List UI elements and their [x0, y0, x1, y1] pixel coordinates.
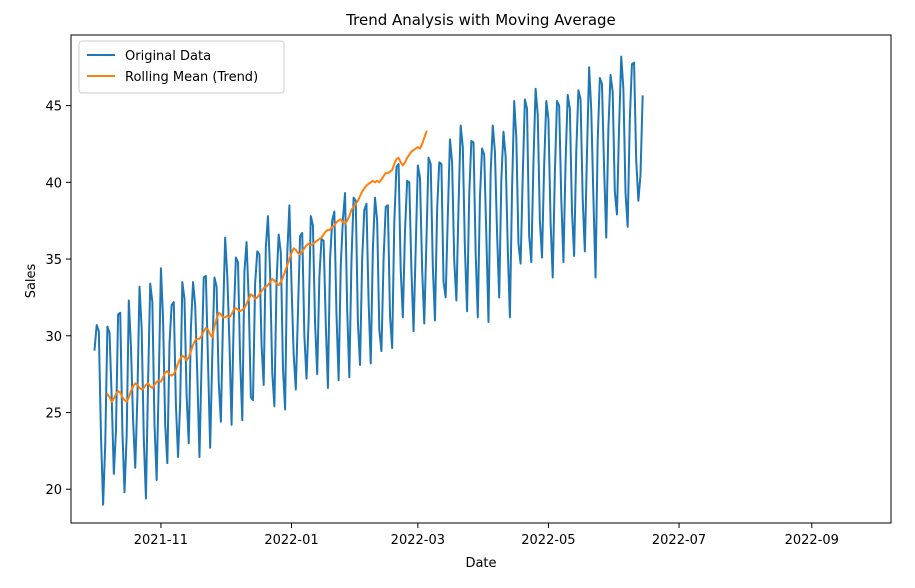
legend: Original Data Rolling Mean (Trend)	[78, 40, 285, 94]
axes: 2021-11 2022-01 2022-03 2022-05 2022-07 2022-…	[45, 34, 892, 548]
plot-frame	[70, 34, 892, 524]
y-tick-label: 25	[45, 407, 62, 422]
x-tick-label: 2022-09	[785, 533, 839, 548]
y-tick-label: 45	[45, 100, 62, 115]
y-tick-label: 30	[45, 330, 62, 345]
y-axis-label: Sales	[24, 263, 39, 298]
x-tick-label: 2021-11	[134, 533, 188, 548]
x-axis-label: Date	[465, 556, 496, 571]
x-tick-label: 2022-03	[391, 533, 445, 548]
chart-title: Trend Analysis with Moving Average	[345, 11, 616, 29]
x-tick-label: 2022-07	[652, 533, 706, 548]
y-tick-label: 20	[45, 483, 62, 498]
legend-label: Rolling Mean (Trend)	[125, 70, 258, 85]
x-tick-label: 2022-05	[521, 533, 575, 548]
series-line-rolling-mean	[106, 130, 428, 403]
plot-area	[93, 55, 644, 506]
series-line-original-data	[93, 55, 644, 506]
x-tick-label: 2022-01	[264, 533, 318, 548]
y-tick-label: 35	[45, 253, 62, 268]
legend-box	[78, 40, 285, 94]
y-tick-label: 40	[45, 176, 62, 191]
legend-label: Original Data	[125, 49, 211, 64]
